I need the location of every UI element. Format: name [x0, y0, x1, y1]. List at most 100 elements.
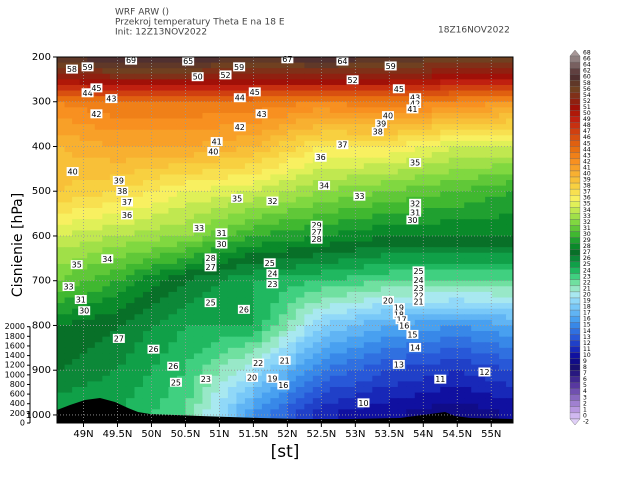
field-cell	[355, 96, 365, 103]
field-cell	[278, 79, 288, 86]
x-tick-label: 51N	[209, 429, 229, 440]
field-cell	[109, 252, 118, 259]
field-cell	[109, 57, 118, 64]
field-cell	[94, 140, 103, 147]
field-cell	[471, 386, 479, 394]
field-cell	[440, 364, 450, 371]
field-cell	[295, 409, 305, 424]
field-cell	[168, 163, 178, 170]
contour-label-box	[204, 298, 217, 308]
field-cell	[244, 118, 254, 125]
field-cell	[185, 68, 195, 75]
field-cell	[304, 409, 314, 424]
field-cell	[176, 331, 186, 338]
field-cell	[329, 157, 339, 164]
field-cell	[287, 308, 297, 315]
contour-label-box	[381, 295, 394, 305]
field-cell	[236, 107, 246, 114]
field-cell	[506, 224, 514, 231]
field-cell	[227, 68, 237, 75]
field-cell	[159, 291, 169, 298]
field-cell	[176, 129, 186, 136]
field-cell	[499, 370, 507, 377]
field-cell	[423, 73, 433, 80]
field-cell	[499, 325, 507, 332]
field-cell	[389, 129, 399, 136]
field-cell	[210, 308, 220, 315]
field-cell	[142, 263, 152, 271]
field-cell	[87, 342, 96, 349]
field-cell	[261, 381, 271, 388]
field-cell	[109, 280, 118, 287]
field-cell	[492, 180, 500, 187]
field-cell	[219, 191, 229, 198]
field-cell	[227, 275, 237, 282]
field-cell	[142, 208, 152, 215]
field-cell	[363, 196, 373, 203]
field-cell	[109, 208, 118, 215]
field-cell	[168, 353, 178, 360]
field-cell	[64, 124, 73, 131]
field-cell	[270, 291, 280, 298]
field-cell	[423, 118, 433, 125]
field-cell	[151, 107, 161, 114]
field-cell	[227, 247, 237, 254]
field-cell	[423, 235, 433, 243]
field-cell	[87, 163, 96, 170]
field-cell	[236, 353, 246, 360]
field-cell	[457, 291, 465, 298]
field-cell	[506, 241, 514, 248]
field-cell	[185, 101, 195, 108]
field-cell	[227, 152, 237, 159]
field-cell	[471, 308, 479, 315]
field-cell	[193, 62, 203, 69]
field-cell	[380, 140, 390, 147]
field-cell	[176, 303, 186, 310]
contour-label: 33	[194, 224, 204, 233]
field-cell	[125, 359, 135, 366]
field-cell	[321, 57, 331, 64]
colorbar-label: 58	[583, 80, 591, 87]
field-cell	[312, 291, 322, 298]
field-cell	[125, 331, 135, 338]
field-cell	[338, 208, 348, 215]
field-cell	[372, 84, 382, 92]
field-cell	[304, 84, 314, 92]
field-cell	[492, 112, 500, 120]
field-cell	[185, 269, 195, 276]
field-cell	[185, 140, 195, 147]
field-cell	[312, 68, 322, 75]
field-cell	[253, 235, 263, 243]
colorbar-cell	[569, 340, 581, 347]
field-cell	[329, 219, 339, 226]
field-cell	[492, 219, 500, 226]
field-cell	[423, 241, 433, 248]
field-cell	[64, 157, 73, 164]
field-cell	[372, 73, 382, 80]
field-cell	[431, 129, 441, 136]
field-cell	[287, 213, 297, 220]
field-cell	[492, 241, 500, 248]
colorbar-label: 0	[583, 412, 587, 419]
field-cell	[478, 180, 486, 187]
field-cell	[287, 269, 297, 276]
x-tick-label: 49.5N	[103, 429, 133, 440]
field-cell	[261, 409, 271, 424]
field-cell	[185, 180, 195, 187]
field-cell	[304, 241, 314, 248]
field-cell	[355, 202, 365, 209]
field-cell	[304, 252, 314, 259]
field-cell	[64, 191, 73, 198]
field-cell	[134, 297, 144, 304]
contour-label: 22	[413, 291, 423, 300]
field-cell	[202, 359, 212, 366]
field-cell	[389, 202, 399, 209]
field-cell	[72, 241, 81, 248]
contour-label: 26	[239, 305, 249, 314]
field-cell	[372, 359, 382, 366]
field-cell	[202, 336, 212, 343]
field-cell	[304, 386, 314, 394]
field-cell	[329, 96, 339, 103]
field-cell	[278, 202, 288, 209]
field-cell	[117, 241, 127, 248]
